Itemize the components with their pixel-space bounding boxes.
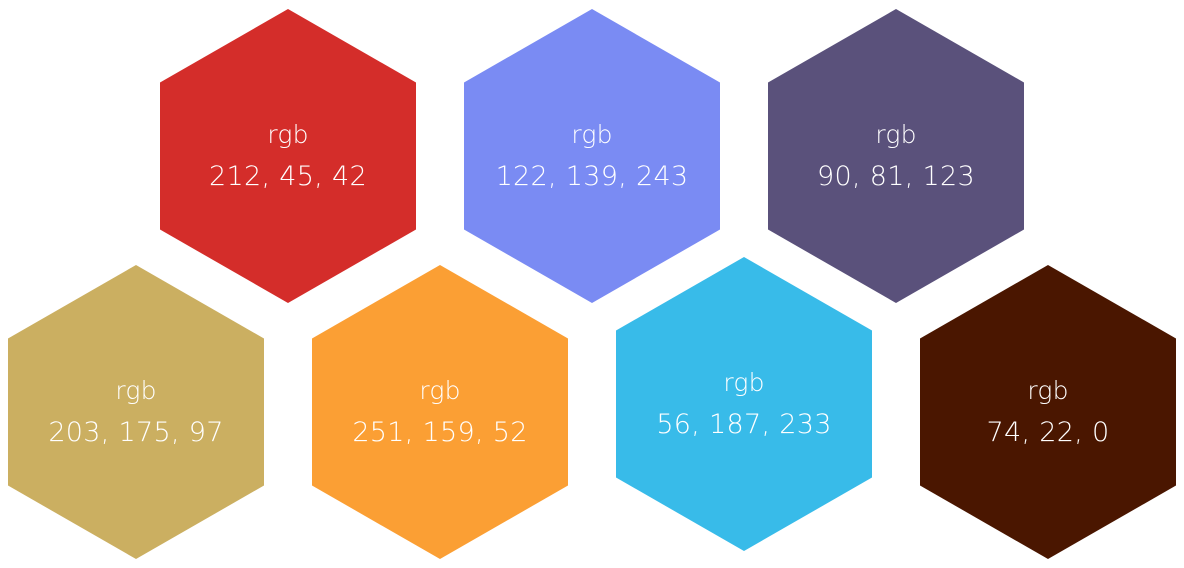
- swatch-label: rgb: [115, 376, 157, 405]
- swatch-label: rgb: [1027, 376, 1069, 405]
- swatch-rgb-value: 122, 139, 243: [495, 161, 689, 192]
- swatch-rgb-value: 251, 159, 52: [352, 417, 528, 448]
- swatch-rgb-value: 56, 187, 233: [656, 409, 832, 440]
- swatch-label: rgb: [571, 120, 613, 149]
- hex-swatch: rgb 122, 139, 243: [464, 9, 720, 303]
- hex-swatch: rgb 251, 159, 52: [312, 265, 568, 559]
- hex-swatch: rgb 74, 22, 0: [920, 265, 1176, 559]
- hex-swatch: rgb 90, 81, 123: [768, 9, 1024, 303]
- swatch-label: rgb: [419, 376, 461, 405]
- swatch-label: rgb: [875, 120, 917, 149]
- swatch-rgb-value: 74, 22, 0: [986, 417, 1110, 448]
- swatch-label: rgb: [723, 368, 765, 397]
- swatch-label: rgb: [267, 120, 309, 149]
- swatch-rgb-value: 90, 81, 123: [817, 161, 975, 192]
- hex-swatch: rgb 212, 45, 42: [160, 9, 416, 303]
- hex-swatch: rgb 56, 187, 233: [616, 257, 872, 551]
- swatch-rgb-value: 212, 45, 42: [209, 161, 367, 192]
- swatch-rgb-value: 203, 175, 97: [48, 417, 224, 448]
- hex-swatch: rgb 203, 175, 97: [8, 265, 264, 559]
